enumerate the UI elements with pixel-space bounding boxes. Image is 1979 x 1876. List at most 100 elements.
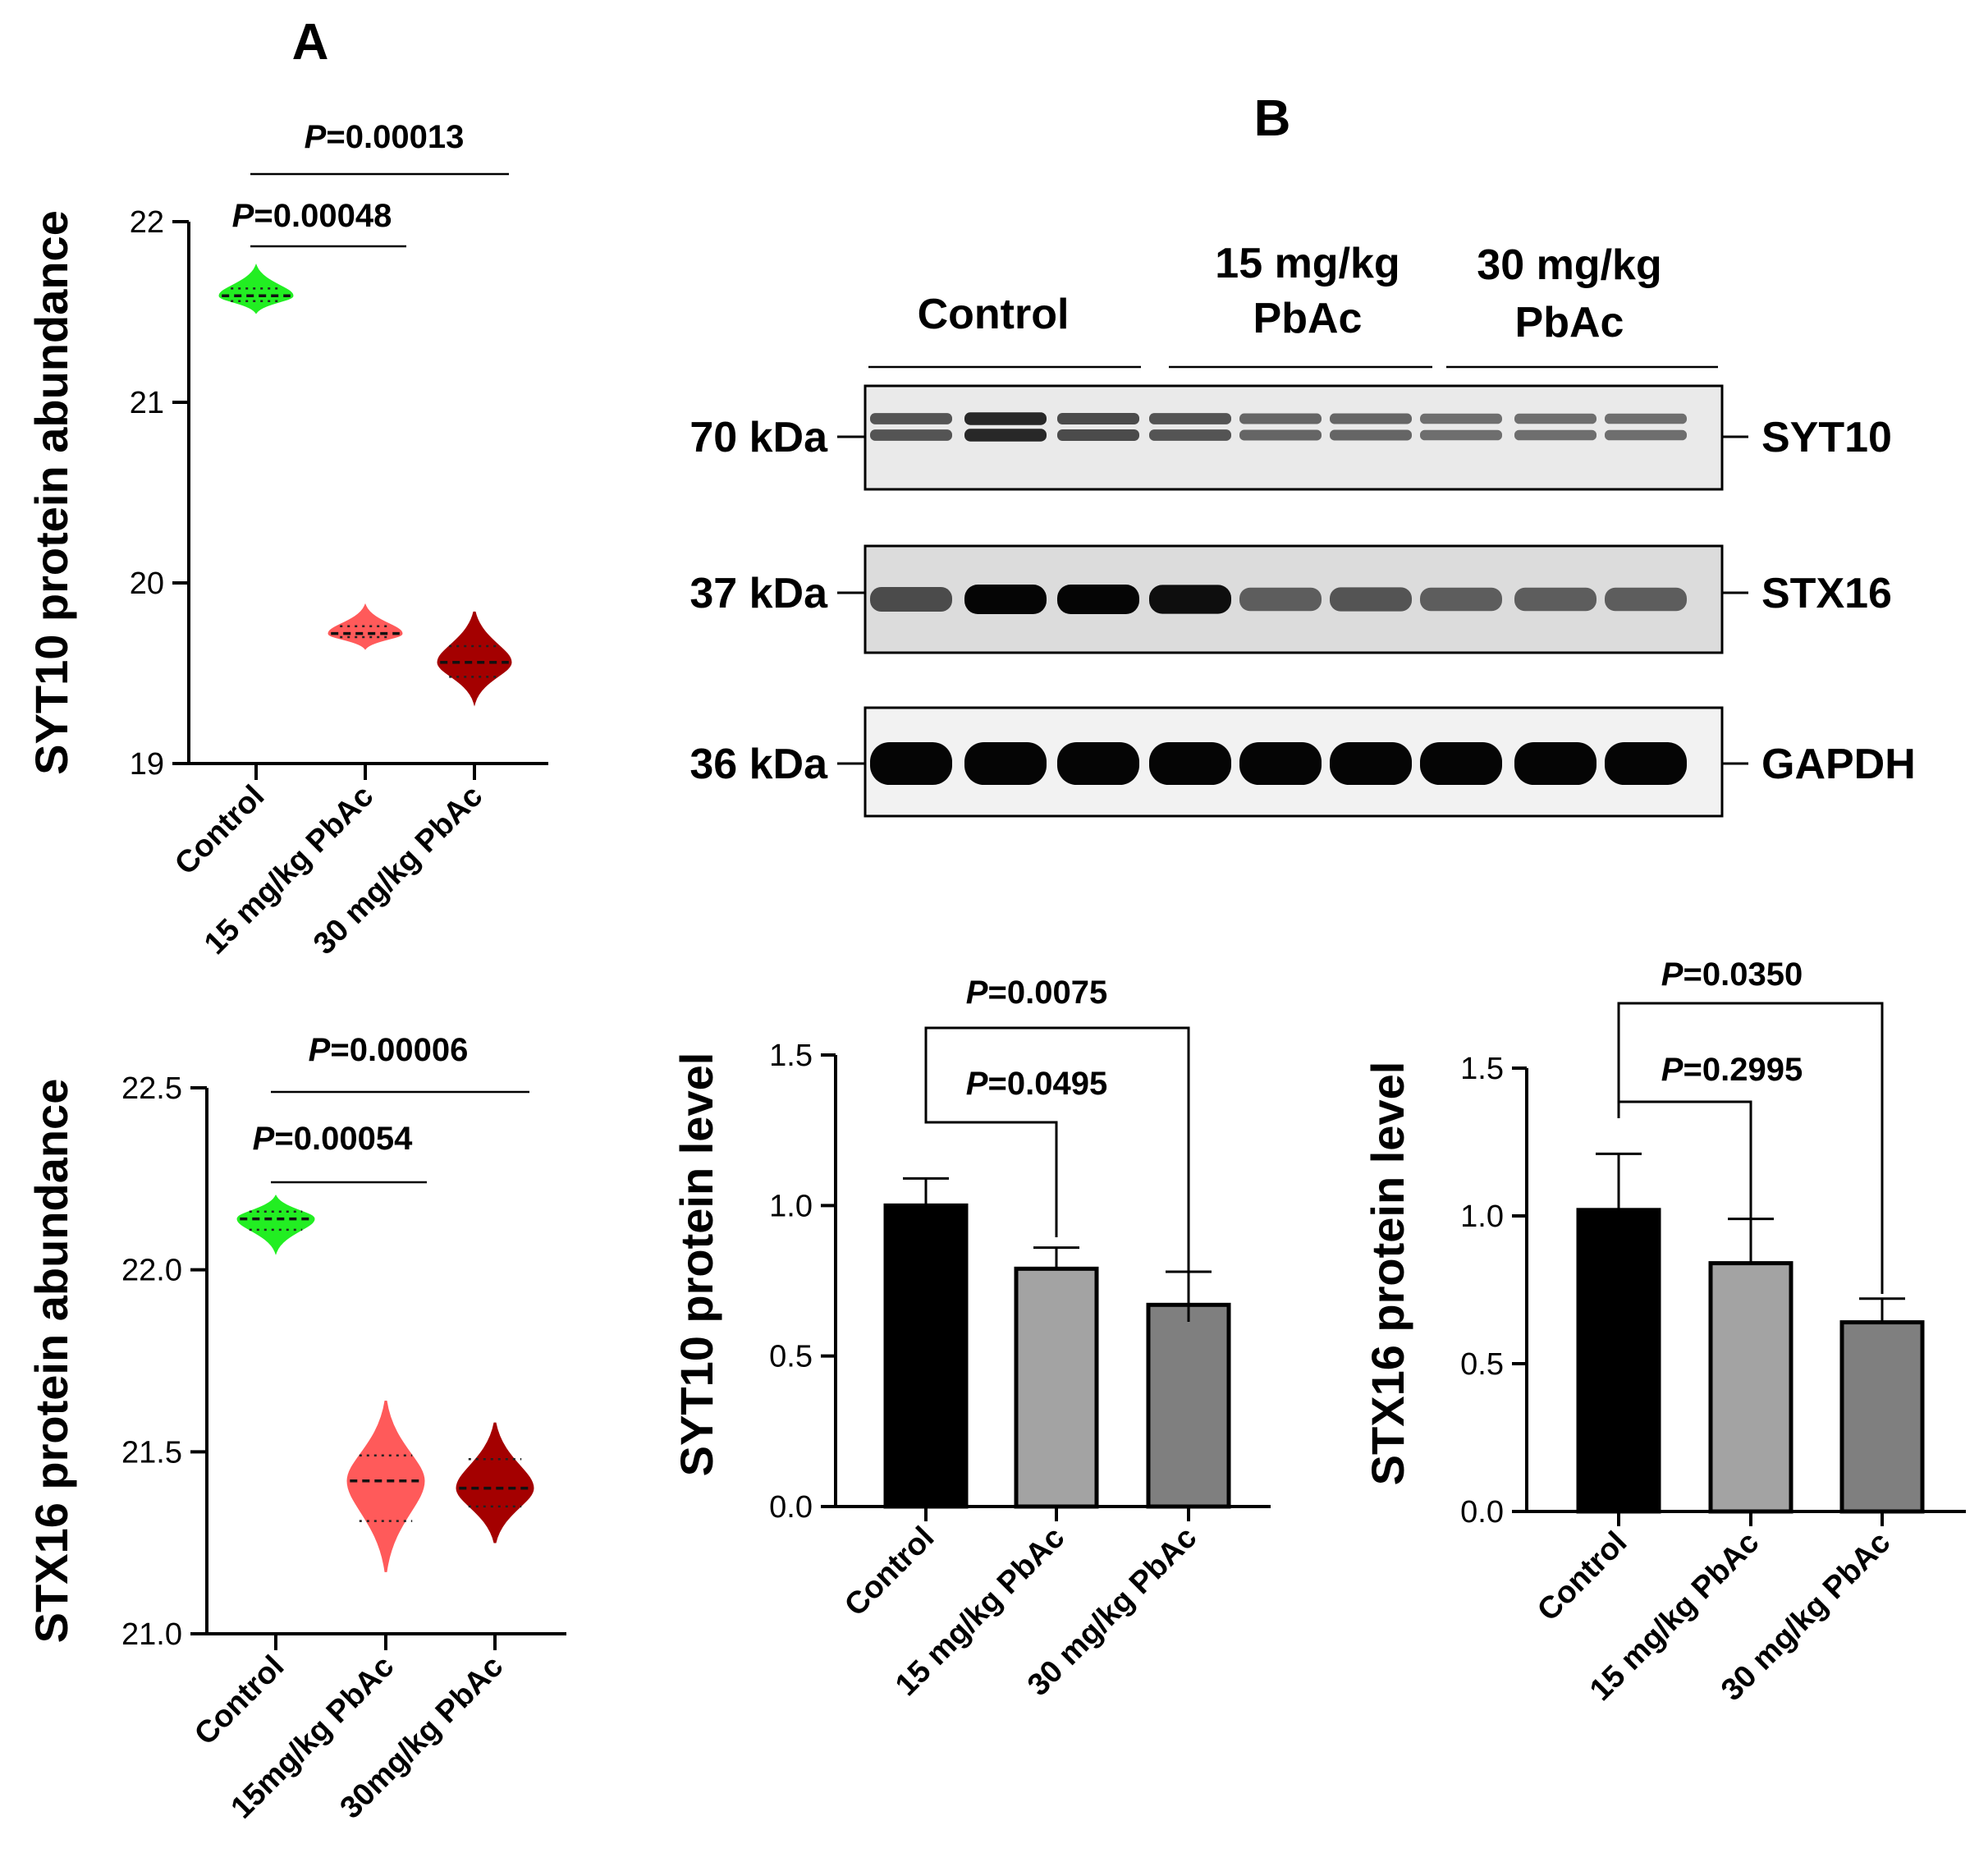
violin-shape bbox=[437, 611, 512, 707]
violin-shape bbox=[456, 1422, 534, 1543]
y-tick-label: 20 bbox=[130, 566, 164, 601]
y-axis-title: SYT10 protein level bbox=[671, 1053, 722, 1477]
blot-band bbox=[1605, 587, 1687, 612]
p-value-label: P=0.00013 bbox=[305, 119, 465, 155]
y-tick-label: 22.0 bbox=[121, 1254, 182, 1288]
y-tick-label: 22.5 bbox=[121, 1071, 182, 1106]
violin-shape bbox=[346, 1401, 425, 1572]
y-tick-label: 21 bbox=[130, 386, 164, 420]
blot-band bbox=[964, 412, 1047, 425]
comparison-bracket bbox=[924, 1098, 1058, 1237]
x-category-label: Control bbox=[168, 779, 271, 882]
blot-band bbox=[870, 587, 952, 612]
bar bbox=[1708, 1261, 1793, 1514]
blot-band bbox=[1149, 585, 1231, 614]
blot-band bbox=[1420, 429, 1502, 441]
western-blot: Control 15 mg/kg PbAc 30 mg/kg PbAc 70 kDa SYT… bbox=[689, 240, 1916, 818]
blot-band bbox=[1057, 429, 1139, 441]
y-tick-label: 1.5 bbox=[1460, 1052, 1504, 1086]
blot-band bbox=[1420, 413, 1502, 424]
p-value-label: P=0.00006 bbox=[309, 1032, 469, 1068]
y-tick-label: 1.0 bbox=[769, 1189, 813, 1223]
blot-band bbox=[1420, 742, 1502, 785]
violin-shape bbox=[218, 264, 294, 314]
violin-chart-stx16: 21.0 21.5 22.0 22.5 STX16 protein abundance C… bbox=[25, 1032, 566, 1826]
blot-band bbox=[1514, 413, 1596, 424]
violin-shape bbox=[328, 603, 403, 650]
blot-band bbox=[870, 413, 952, 424]
blot-band bbox=[1330, 587, 1412, 612]
protein-name-label: STX16 bbox=[1761, 570, 1892, 617]
y-tick-label: 1.0 bbox=[1460, 1199, 1504, 1234]
comparison-bracket bbox=[1617, 1100, 1752, 1253]
blot-band bbox=[964, 585, 1047, 614]
blot-band bbox=[1330, 413, 1412, 424]
bar bbox=[1146, 1302, 1231, 1509]
y-tick-label: 0.5 bbox=[1460, 1347, 1504, 1382]
blot-band bbox=[1057, 585, 1139, 614]
blot-band bbox=[1239, 587, 1322, 612]
blot-band bbox=[964, 429, 1047, 442]
comparison-bracket bbox=[1617, 1002, 1884, 1294]
p-value-label: P=0.00048 bbox=[232, 198, 392, 234]
p-value-label: P=0.00054 bbox=[253, 1121, 413, 1157]
p-value-label: P=0.0075 bbox=[966, 975, 1107, 1011]
y-tick-label: 1.5 bbox=[769, 1039, 813, 1073]
blot-band bbox=[1605, 742, 1687, 785]
blot-band bbox=[870, 429, 952, 441]
blot-band bbox=[1330, 742, 1412, 785]
p-value-label: P=0.0350 bbox=[1661, 956, 1803, 993]
lane-group-label: 30 mg/kg bbox=[1477, 241, 1661, 289]
x-category-label: Control bbox=[188, 1649, 291, 1752]
bar bbox=[1839, 1320, 1925, 1514]
y-tick-label: 21.0 bbox=[121, 1617, 182, 1652]
blot-band bbox=[1057, 742, 1139, 785]
violin-shape bbox=[236, 1194, 315, 1255]
blot-band bbox=[870, 742, 952, 785]
y-tick-label: 21.5 bbox=[121, 1435, 182, 1470]
blot-band bbox=[1605, 413, 1687, 424]
blot-band bbox=[1149, 429, 1231, 441]
y-axis-title: STX16 protein abundance bbox=[25, 1079, 77, 1644]
blot-band bbox=[1514, 429, 1596, 441]
blot-band bbox=[1514, 742, 1596, 785]
bar bbox=[883, 1203, 969, 1509]
p-value-label: P=0.2995 bbox=[1661, 1052, 1803, 1088]
y-tick-label: 0.5 bbox=[769, 1340, 813, 1374]
lane-group-label: 15 mg/kg bbox=[1215, 240, 1400, 287]
lane-group-label: PbAc bbox=[1253, 295, 1363, 342]
comparison-bracket bbox=[924, 1026, 1190, 1322]
x-category-label: Control bbox=[838, 1521, 941, 1623]
blot-band bbox=[1239, 742, 1322, 785]
blot-band bbox=[1149, 742, 1231, 785]
x-category-label: Control bbox=[1531, 1525, 1633, 1628]
blot-band bbox=[1330, 429, 1412, 441]
lane-group-label: PbAc bbox=[1515, 299, 1624, 346]
blot-band bbox=[1514, 587, 1596, 612]
y-tick-label: 22 bbox=[130, 205, 164, 240]
kda-marker-label: 37 kDa bbox=[689, 570, 828, 617]
p-value-label: P=0.0495 bbox=[966, 1066, 1107, 1102]
panel-letter-a: A bbox=[292, 14, 329, 71]
panel-letter-b: B bbox=[1254, 90, 1291, 147]
lane-group-label: Control bbox=[918, 291, 1070, 338]
y-axis-title: SYT10 protein abundance bbox=[25, 210, 77, 775]
bar bbox=[1576, 1208, 1661, 1514]
blot-band bbox=[1239, 413, 1322, 424]
blot-band bbox=[1605, 429, 1687, 441]
y-axis-title: STX16 protein level bbox=[1362, 1062, 1413, 1486]
protein-name-label: SYT10 bbox=[1761, 414, 1892, 461]
y-tick-label: 0.0 bbox=[769, 1490, 813, 1525]
y-tick-label: 19 bbox=[130, 747, 164, 782]
blot-band bbox=[1149, 413, 1231, 424]
kda-marker-label: 36 kDa bbox=[689, 741, 828, 788]
blot-band bbox=[1239, 429, 1322, 441]
blot-band bbox=[1057, 413, 1139, 424]
blot-band bbox=[964, 742, 1047, 785]
protein-name-label: GAPDH bbox=[1761, 741, 1916, 788]
